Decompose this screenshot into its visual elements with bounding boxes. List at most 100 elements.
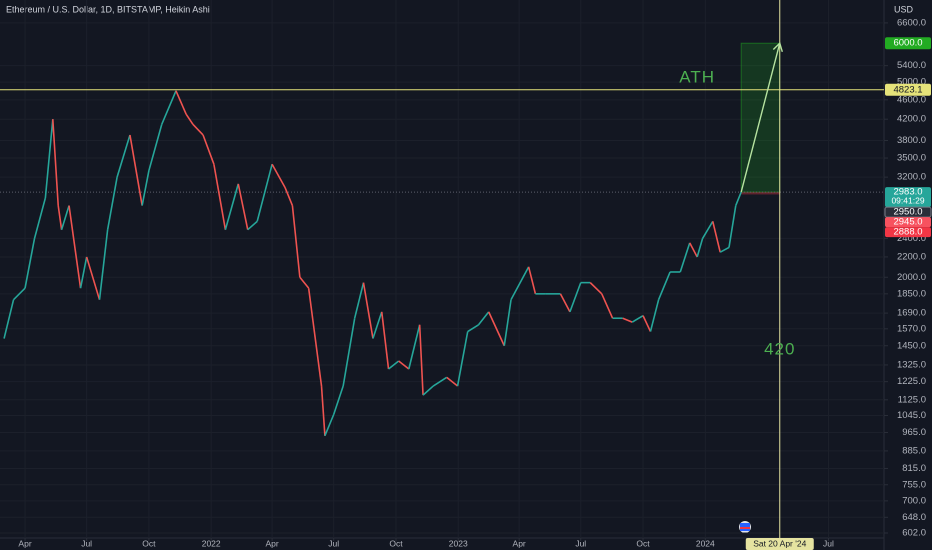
price-segment xyxy=(299,276,310,289)
price-segment xyxy=(129,134,143,206)
x-tick-label: Apr xyxy=(265,538,278,548)
price-segment xyxy=(98,229,109,300)
price-segment xyxy=(271,163,286,188)
price-label: 2945.0 xyxy=(893,217,922,228)
y-tick-label: 885.0 xyxy=(902,445,926,456)
price-segment xyxy=(3,299,15,339)
price-segment xyxy=(446,376,459,387)
price-segment xyxy=(256,164,273,222)
target-price-label: 6000.0 xyxy=(893,38,922,49)
price-segment xyxy=(503,299,512,346)
price-box xyxy=(885,227,931,238)
price-segment xyxy=(696,238,704,258)
price-segment xyxy=(432,376,448,387)
price-segment xyxy=(284,187,294,206)
price-box xyxy=(885,217,931,228)
target-price-box xyxy=(885,37,931,50)
price-segment xyxy=(213,164,227,230)
price-segment xyxy=(701,220,714,239)
price-segment xyxy=(657,271,671,300)
annotation: ATH xyxy=(679,67,715,86)
y-tick-label: 4600.0 xyxy=(897,94,926,105)
price-segment xyxy=(477,311,490,326)
y-tick-label: 815.0 xyxy=(902,463,926,474)
price-segment xyxy=(291,205,301,278)
arrow-head xyxy=(772,41,783,53)
date-box xyxy=(745,538,814,550)
price-box xyxy=(885,187,931,208)
y-tick-label: 602.0 xyxy=(902,528,926,539)
price-segment xyxy=(185,113,194,125)
price-segment xyxy=(33,197,47,239)
price-segment xyxy=(106,176,118,230)
x-tick-label: Jul xyxy=(328,538,339,548)
price-segment xyxy=(589,282,603,295)
price-segment xyxy=(148,124,163,171)
x-tick-label: 2024 xyxy=(696,538,715,548)
y-tick-label: 1850.0 xyxy=(897,288,926,299)
y-tick-label: 648.0 xyxy=(902,512,926,523)
y-tick-label: 4200.0 xyxy=(897,114,926,125)
y-tick-label: 1450.0 xyxy=(897,340,926,351)
price-segment xyxy=(247,220,258,231)
x-tick-label: Apr xyxy=(513,538,526,548)
x-tick-label: Jul xyxy=(575,538,586,548)
price-segment xyxy=(224,183,240,230)
x-tick-label: Apr xyxy=(18,538,31,548)
y-tick-label: 5400.0 xyxy=(897,60,926,71)
price-segment xyxy=(622,317,633,323)
chart-title: Ethereum / U.S. Dollar, 1D, BITSTAMP, He… xyxy=(6,4,210,14)
price-segment xyxy=(559,293,571,313)
ath-price-label: 4823.1 xyxy=(893,84,922,95)
countdown-label: 09:41:29 xyxy=(891,195,924,205)
grid xyxy=(0,0,884,538)
date-label: Sat 20 Apr '24 xyxy=(753,538,806,548)
y-tick-label: 965.0 xyxy=(902,427,926,438)
price-segment xyxy=(51,119,60,206)
price-segment xyxy=(85,256,101,300)
price-segment xyxy=(372,311,383,339)
y-tick-label: 3200.0 xyxy=(897,172,926,183)
price-segment xyxy=(642,315,652,332)
y-tick-label: 1570.0 xyxy=(897,323,926,334)
price-segment xyxy=(307,288,323,387)
x-tick-label: Jul xyxy=(823,538,834,548)
price-segment xyxy=(569,282,582,313)
y-tick-label: 1690.0 xyxy=(897,308,926,319)
price-segment xyxy=(342,318,356,387)
price-segment xyxy=(24,238,36,289)
price-segment xyxy=(68,205,82,289)
x-tick-label: Oct xyxy=(389,538,403,548)
y-tick-label: 1225.0 xyxy=(897,376,926,387)
price-segment xyxy=(202,134,215,165)
price-segment xyxy=(649,299,660,332)
x-tick-label: 2023 xyxy=(449,538,468,548)
x-tick-label: Jul xyxy=(81,538,92,548)
price-segment xyxy=(456,331,469,387)
price-segment xyxy=(353,282,365,319)
price-segment xyxy=(175,90,187,115)
x-tick-label: 2022 xyxy=(202,538,221,548)
y-tick-label: 1045.0 xyxy=(897,410,926,421)
price-segment xyxy=(60,205,70,230)
price-segment xyxy=(422,385,434,396)
y-tick-label: 1325.0 xyxy=(897,359,926,370)
price-segment xyxy=(735,191,742,206)
annotation: 420 xyxy=(764,340,795,359)
price-segment xyxy=(388,360,400,370)
price-segment xyxy=(679,242,691,273)
price-segment xyxy=(418,324,424,396)
x-tick-label: Oct xyxy=(142,538,156,548)
y-tick-label: 755.0 xyxy=(902,479,926,490)
price-label: 2888.0 xyxy=(893,227,922,238)
y-tick-label: 3800.0 xyxy=(897,135,926,146)
price-segment xyxy=(527,266,537,295)
price-segment xyxy=(362,282,374,339)
price-segment xyxy=(324,414,335,437)
price-segment xyxy=(192,123,204,136)
price-segment xyxy=(408,324,421,370)
ath-price-box xyxy=(885,83,931,96)
trend-arrow xyxy=(740,43,781,193)
